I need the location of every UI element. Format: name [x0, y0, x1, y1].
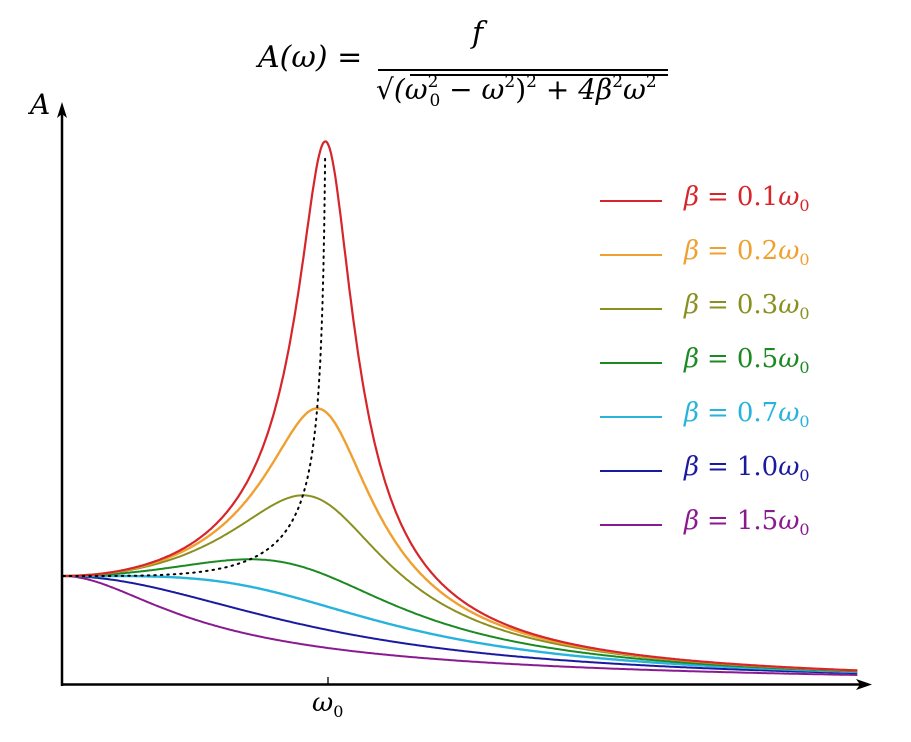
den-minus: − ω [440, 73, 505, 106]
legend-item: β = 1.5ω0 [598, 502, 858, 556]
curve-beta-0-1 [62, 140, 858, 672]
den-beta-sup: 2 [612, 72, 624, 92]
formula-denominator: √(ω20 − ω2)2 + 4β2ω2 [376, 72, 657, 111]
legend-line-swatch [600, 308, 662, 310]
legend-item: β = 1.0ω0 [598, 448, 858, 502]
legend-label: β = 0.1ω0 [684, 182, 810, 216]
legend-item: β = 0.3ω0 [598, 286, 858, 340]
legend-label: β = 0.7ω0 [684, 398, 810, 432]
den-omega-sup: 2 [645, 72, 657, 92]
legend-line-swatch [600, 200, 662, 203]
legend-item: β = 0.5ω0 [598, 340, 858, 394]
legend-label: β = 1.5ω0 [684, 506, 810, 540]
legend-line-swatch [600, 254, 662, 257]
curve-beta-1 [62, 575, 858, 675]
legend-label: β = 0.2ω0 [684, 236, 810, 270]
den-w0-sub: 0 [429, 90, 441, 111]
legend-item: β = 0.1ω0 [598, 178, 858, 232]
legend: β = 0.1ω0 β = 0.2ω0 β = 0.3ω0 β = 0.5ω0 β = 0.7ω0 β = 1.0… [598, 178, 858, 556]
x-tick-label-main: ω [312, 688, 334, 718]
legend-line-swatch [600, 524, 662, 526]
den-close-sup: 2 [526, 72, 537, 92]
den-w-sup: 2 [504, 72, 516, 92]
den-open: (ω [393, 73, 428, 106]
den-omega: ω [623, 73, 646, 106]
sqrt-vinculum [410, 74, 668, 76]
amplitude-formula: A(ω) = f √(ω20 − ω2)2 + 4β2ω2 [258, 14, 678, 111]
legend-label: β = 0.3ω0 [684, 290, 810, 324]
legend-line-swatch [600, 362, 662, 364]
resonance-locus-dotted-line [61, 157, 327, 577]
legend-label: β = 1.0ω0 [684, 452, 810, 486]
y-axis-arrowhead-icon [57, 102, 67, 118]
formula-numerator: f [472, 16, 484, 51]
legend-label: β = 0.5ω0 [684, 344, 810, 378]
fraction-bar [378, 69, 668, 71]
legend-item: β = 0.2ω0 [598, 232, 858, 286]
x-tick-label-sub: 0 [333, 702, 344, 722]
curves-group [62, 140, 858, 676]
den-close: ) [515, 73, 527, 106]
curve-beta-0-7 [62, 574, 858, 674]
den-w0-sup: 2 [427, 72, 439, 92]
sqrt-symbol: √ [376, 73, 394, 106]
legend-item: β = 0.7ω0 [598, 394, 858, 448]
legend-line-swatch [600, 416, 662, 419]
den-plus: + 4β [536, 73, 613, 106]
legend-line-swatch [600, 470, 662, 472]
formula-lhs: A(ω) = [258, 40, 363, 75]
y-axis-label: A [30, 88, 51, 121]
curve-beta-1-5 [62, 575, 858, 676]
curve-beta-0-5 [62, 558, 858, 673]
x-tick-label-omega0: ω0 [312, 688, 343, 721]
x-axis-arrowhead-icon [856, 679, 872, 690]
